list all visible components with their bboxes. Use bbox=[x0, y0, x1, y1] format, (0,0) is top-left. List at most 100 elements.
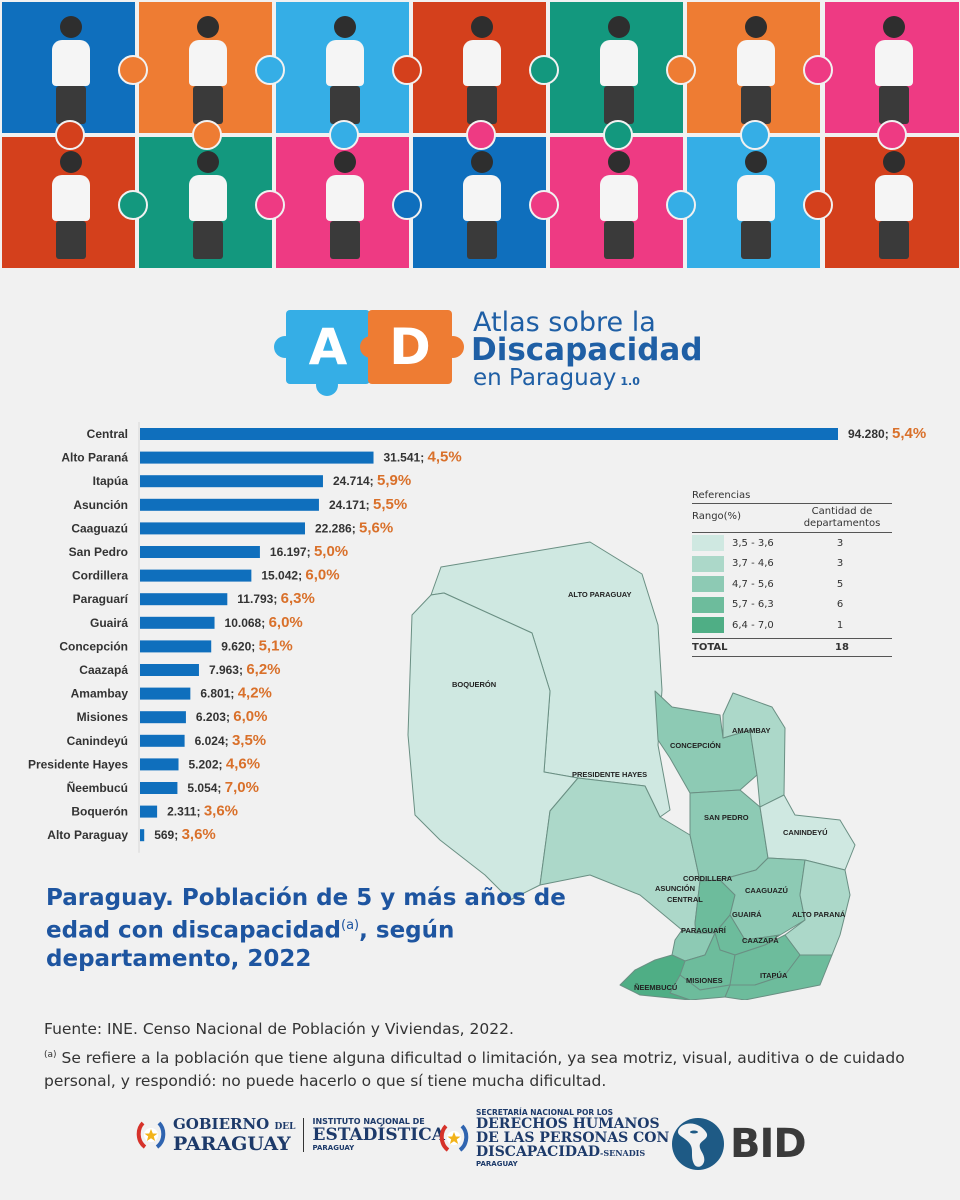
bar-row: Itapúa 24.714; 5,9% bbox=[93, 472, 412, 489]
data-label: 22.286; 5,6% bbox=[315, 519, 393, 536]
puzzle-tile bbox=[685, 0, 822, 135]
percent-label: 4,5% bbox=[428, 449, 462, 466]
legend-swatch bbox=[692, 576, 724, 593]
value-label: 11.793; bbox=[237, 592, 280, 606]
legend-row: 5,7 - 6,3 6 bbox=[692, 595, 892, 616]
legend-range: 3,7 - 4,6 bbox=[732, 558, 774, 570]
bar-row: Alto Paraná 31.541; 4,5% bbox=[61, 449, 461, 466]
data-label: 9.620; 5,1% bbox=[221, 637, 293, 654]
legend-count: 6 bbox=[836, 599, 844, 611]
data-label: 10.068; 6,0% bbox=[225, 614, 303, 631]
logo-line-1: Atlas sobre la bbox=[473, 307, 656, 338]
percent-label: 5,4% bbox=[892, 425, 926, 442]
legend-count: 3 bbox=[836, 558, 844, 570]
bar-row: Misiones 6.203; 6,0% bbox=[77, 708, 268, 725]
map-label-guaira: GUAIRÁ bbox=[732, 910, 762, 919]
map-label-cordillera: CORDILLERA bbox=[683, 874, 733, 883]
logo-line-3-text: en Paraguay bbox=[473, 365, 617, 391]
category-label: Caaguazú bbox=[71, 521, 128, 535]
legend-swatch bbox=[692, 617, 724, 634]
bar bbox=[140, 616, 215, 629]
legend-total-value: 18 bbox=[835, 641, 849, 653]
value-label: 10.068; bbox=[225, 616, 269, 630]
puzzle-knob-icon bbox=[118, 190, 148, 220]
ine-logo: INSTITUTO NACIONAL DE ESTADÍSTICA PARAGU… bbox=[312, 1117, 444, 1152]
header-puzzle-mosaic bbox=[0, 0, 960, 270]
puzzle-knob-icon bbox=[529, 55, 559, 85]
map-label-itapua: ITAPÚA bbox=[760, 971, 788, 980]
value-label: 24.171; bbox=[329, 498, 373, 512]
legend-range: 3,5 - 3,6 bbox=[732, 537, 774, 549]
gov-line1: GOBIERNO bbox=[173, 1115, 270, 1133]
data-label: 31.541; 4,5% bbox=[384, 449, 462, 466]
puzzle-knob-icon bbox=[877, 120, 907, 150]
puzzle-tile bbox=[823, 0, 960, 135]
blind-judo-icon bbox=[2, 137, 135, 268]
data-label: 94.280; 5,4% bbox=[848, 425, 926, 442]
logo-line-2: Discapacidad bbox=[471, 332, 703, 368]
bar-row: Caazapá 7.963; 6,2% bbox=[79, 661, 280, 678]
footer-logos: GOBIERNO DEL PARAGUAY INSTITUTO NACIONAL… bbox=[0, 1108, 960, 1178]
puzzle-tile bbox=[411, 0, 548, 135]
map-label-central: CENTRAL bbox=[667, 895, 703, 904]
bar-row: Asunción 24.171; 5,5% bbox=[73, 496, 407, 513]
puzzle-knob-icon bbox=[118, 55, 148, 85]
value-label: 7.963; bbox=[209, 663, 246, 677]
bar-row: Amambay 6.801; 4,2% bbox=[71, 685, 272, 702]
map-label-presidente-hayes: PRESIDENTE HAYES bbox=[572, 770, 647, 779]
legend-title: Referencias bbox=[692, 490, 892, 504]
percent-label: 6,3% bbox=[281, 590, 315, 607]
map-label-san-pedro: SAN PEDRO bbox=[704, 813, 749, 822]
percent-label: 5,6% bbox=[359, 519, 393, 536]
category-label: Amambay bbox=[71, 687, 129, 701]
value-label: 16.197; bbox=[270, 545, 314, 559]
legend-range: 5,7 - 6,3 bbox=[732, 599, 774, 611]
value-label: 5.054; bbox=[187, 781, 224, 795]
bar-row: Canindeyú 6.024; 3,5% bbox=[67, 732, 267, 749]
map-label-paraguari: PARAGUARÍ bbox=[681, 926, 727, 935]
logo-puzzle-d: D bbox=[368, 310, 452, 384]
bar bbox=[140, 451, 374, 464]
category-label: Asunción bbox=[73, 498, 128, 512]
legend-col-range: Rango(%) bbox=[692, 511, 741, 522]
map-label-misiones: MISIONES bbox=[686, 976, 723, 985]
bar bbox=[140, 593, 228, 606]
puzzle-knob-icon bbox=[529, 190, 559, 220]
chart-title: Paraguay. Población de 5 y más años de e… bbox=[46, 884, 586, 973]
percent-label: 3,5% bbox=[232, 732, 266, 749]
legend-range: 6,4 - 7,0 bbox=[732, 619, 774, 631]
bar bbox=[140, 687, 191, 700]
prosthetic-runner-icon bbox=[139, 2, 272, 133]
category-label: Itapúa bbox=[93, 474, 129, 488]
swimmer-icon bbox=[276, 137, 409, 268]
percent-label: 5,1% bbox=[259, 637, 293, 654]
percent-label: 7,0% bbox=[225, 779, 259, 796]
map-region-itapua bbox=[724, 954, 833, 1000]
puzzle-tile bbox=[548, 0, 685, 135]
puzzle-knob-icon bbox=[255, 190, 285, 220]
gov-line2: PARAGUAY bbox=[173, 1133, 291, 1155]
value-label: 15.042; bbox=[261, 569, 305, 583]
puzzle-knob-icon bbox=[255, 55, 285, 85]
map-label-asuncion: ASUNCIÓN bbox=[655, 884, 695, 893]
data-label: 15.042; 6,0% bbox=[261, 567, 339, 584]
painter-icon bbox=[825, 137, 959, 268]
legend-rows: 3,5 - 3,6 3 3,7 - 4,6 3 4,7 - 5,6 5 5,7 - 6,3 6… bbox=[692, 533, 892, 636]
category-label: Alto Paraná bbox=[61, 451, 128, 465]
bar bbox=[140, 829, 145, 842]
value-label: 31.541; bbox=[384, 451, 428, 465]
puzzle-tile bbox=[137, 135, 274, 270]
puzzle-tile bbox=[0, 135, 137, 270]
chart-title-part2: , según departamento, 2022 bbox=[46, 917, 455, 972]
puzzle-tile bbox=[274, 135, 411, 270]
footnote-text: Se refiere a la población que tiene algu… bbox=[44, 1049, 905, 1091]
puzzle-tile bbox=[548, 135, 685, 270]
percent-label: 6,0% bbox=[233, 708, 267, 725]
chart-title-part1: Paraguay. Población de 5 y más años de e… bbox=[46, 885, 566, 944]
legend-header: Rango(%) Cantidad de departamentos bbox=[692, 504, 892, 533]
bar-row: Presidente Hayes 5.202; 4,6% bbox=[28, 755, 260, 772]
data-label: 16.197; 5,0% bbox=[270, 543, 348, 560]
bar-row: Caaguazú 22.286; 5,6% bbox=[71, 519, 393, 536]
footnote-marker: (a) bbox=[44, 1050, 57, 1060]
data-label: 2.311; 3,6% bbox=[167, 803, 238, 820]
